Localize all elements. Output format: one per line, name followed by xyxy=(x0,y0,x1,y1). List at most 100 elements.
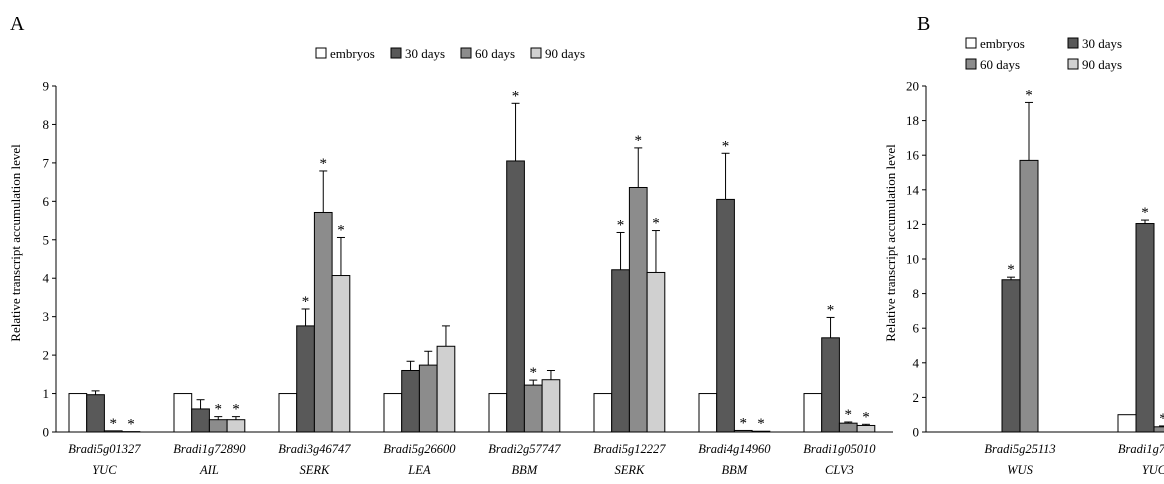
panel-a-legend-swatch-90-days xyxy=(530,47,542,59)
panel-a-significance-star: * xyxy=(232,402,240,418)
panel-a-category-gene-bradi5g26600: Bradi5g26600 xyxy=(383,442,456,456)
panel-b-category-name-bradi1g72500: YUC xyxy=(1142,463,1164,477)
panel-a-bar-bradi3g46747-30-days xyxy=(296,325,315,433)
panel-b-chart: 02468101214161820**Bradi5g25113WUS***Bra… xyxy=(906,36,1164,477)
panel-a-bar-bradi5g26600-60-days xyxy=(418,364,438,433)
panel-b-ytick-label: 4 xyxy=(913,355,920,370)
panel-b-legend-swatch-embryos xyxy=(965,37,977,49)
panel-a-bar-bradi2g57747-90-days xyxy=(541,379,561,433)
panel-a-bar-bradi2g57747-30-days xyxy=(506,160,525,433)
panel-a-legend-label-30-days: 30 days xyxy=(405,46,445,61)
panel-a-significance-star: * xyxy=(530,365,538,381)
panel-b-letter: B xyxy=(917,13,930,35)
panel-a-significance-star: * xyxy=(110,416,118,432)
panel-a-bar-bradi1g05010-60-days xyxy=(838,422,858,433)
panel-a-significance-star: * xyxy=(827,302,835,318)
panel-a-category-name-bradi5g01327: YUC xyxy=(92,463,117,477)
panel-a-significance-star: * xyxy=(617,217,625,233)
panel-a-legend-label-embryos: embryos xyxy=(330,46,375,61)
panel-a-ylabel: Relative transcript accumulation level xyxy=(8,144,23,342)
panel-b-significance-star: * xyxy=(1025,87,1033,103)
panel-a-bar-bradi3g46747-60-days xyxy=(313,211,333,433)
panel-b-bar-bradi1g72500-30-days xyxy=(1135,223,1155,433)
panel-a-bar-bradi5g01327-embryos xyxy=(68,393,88,433)
panel-b-legend-label-90-days: 90 days xyxy=(1082,57,1122,72)
panel-a-bar-bradi4g14960-30-days xyxy=(716,198,735,433)
panel-a-category-gene-bradi5g01327: Bradi5g01327 xyxy=(68,442,141,456)
panel-a-legend-label-60-days: 60 days xyxy=(475,46,515,61)
panel-a-significance-star: * xyxy=(320,156,328,172)
panel-a-category-name-bradi3g46747: SERK xyxy=(299,463,330,477)
panel-a-ytick-label: 5 xyxy=(43,232,50,247)
panel-a-category-name-bradi2g57747: BBM xyxy=(512,463,538,477)
panel-a-bar-bradi5g12227-30-days xyxy=(611,269,630,433)
panel-a-bar-bradi1g05010-embryos xyxy=(803,393,823,433)
panel-a-significance-star: * xyxy=(512,88,520,104)
panel-b-ytick-label: 10 xyxy=(906,252,919,267)
panel-b-category-gene-bradi1g72500: Bradi1g72500 xyxy=(1118,442,1164,456)
panel-a-significance-star: * xyxy=(862,409,870,425)
panel-a-bar-bradi5g26600-90-days xyxy=(436,345,456,433)
panel-b-significance-star: * xyxy=(1007,262,1015,278)
panel-b-ytick-label: 8 xyxy=(913,286,920,301)
panel-a-significance-star: * xyxy=(740,415,748,431)
panel-a-ytick-label: 9 xyxy=(43,79,50,94)
panel-a-significance-star: * xyxy=(757,416,765,432)
panel-a-legend-swatch-embryos xyxy=(315,47,327,59)
panel-b-ytick-label: 2 xyxy=(913,390,920,405)
panel-b-legend-label-60-days: 60 days xyxy=(980,57,1020,72)
panel-a-ytick-label: 1 xyxy=(43,386,50,401)
panel-b-ytick-label: 14 xyxy=(906,182,920,197)
panel-a-legend-label-90-days: 90 days xyxy=(545,46,585,61)
panel-a-category-name-bradi1g05010: CLV3 xyxy=(825,463,854,477)
panel-a-category-gene-bradi1g72890: Bradi1g72890 xyxy=(173,442,246,456)
panel-a-significance-star: * xyxy=(215,402,223,418)
panel-b-bar-bradi5g25113-30-days xyxy=(1001,279,1021,433)
panel-a-ytick-label: 6 xyxy=(43,194,50,209)
panel-b-ytick-label: 20 xyxy=(906,79,919,94)
panel-a-bar-bradi1g72890-30-days xyxy=(191,408,210,433)
panel-a-letter: A xyxy=(10,13,25,35)
panel-a-ytick-label: 7 xyxy=(43,155,50,170)
panel-a-significance-star: * xyxy=(652,216,660,232)
panel-a-bar-bradi1g72890-60-days xyxy=(208,419,228,433)
panel-b-ytick-label: 18 xyxy=(906,113,919,128)
panel-a-category-gene-bradi5g12227: Bradi5g12227 xyxy=(593,442,666,456)
panel-b-bar-bradi1g72500-embryos xyxy=(1117,414,1137,433)
panel-a-category-gene-bradi2g57747: Bradi2g57747 xyxy=(488,442,561,456)
panel-a-bar-bradi1g05010-30-days xyxy=(821,337,840,433)
panel-a-category-gene-bradi1g05010: Bradi1g05010 xyxy=(803,442,876,456)
panel-b-ytick-label: 16 xyxy=(906,148,920,163)
panel-a-significance-star: * xyxy=(635,133,643,149)
panel-b-ylabel: Relative transcript accumulation level xyxy=(883,144,898,342)
panel-b-ytick-label: 6 xyxy=(913,321,920,336)
panel-b-legend-swatch-30-days xyxy=(1067,37,1079,49)
panel-a-legend-swatch-60-days xyxy=(460,47,472,59)
panel-a-bar-bradi5g12227-90-days xyxy=(646,271,666,433)
panel-a-ytick-label: 2 xyxy=(43,348,50,363)
panel-a-bar-bradi5g01327-30-days xyxy=(86,394,105,433)
panel-b-legend-label-embryos: embryos xyxy=(980,36,1025,51)
panel-a-legend-swatch-30-days xyxy=(390,47,402,59)
panel-a-significance-star: * xyxy=(845,407,853,423)
panel-a-category-name-bradi1g72890: AIL xyxy=(199,463,219,477)
panel-a-bar-bradi3g46747-90-days xyxy=(331,275,351,433)
panel-a-ytick-label: 0 xyxy=(43,425,50,440)
panel-b-category-gene-bradi5g25113: Bradi5g25113 xyxy=(984,442,1055,456)
panel-b-significance-star: * xyxy=(1141,205,1149,221)
panel-b-category-name-bradi5g25113: WUS xyxy=(1007,463,1033,477)
panel-a-bar-bradi5g12227-embryos xyxy=(593,393,613,433)
panel-b-bar-bradi1g72500-60-days xyxy=(1153,426,1164,433)
panel-a-ytick-label: 3 xyxy=(43,309,50,324)
panel-a-bar-bradi1g72890-embryos xyxy=(173,393,193,433)
panel-a-significance-star: * xyxy=(127,417,135,433)
panel-a-category-name-bradi5g12227: SERK xyxy=(614,463,645,477)
panel-a-significance-star: * xyxy=(337,222,345,238)
panel-b-significance-star: * xyxy=(1159,411,1164,427)
panel-b-legend-swatch-90-days xyxy=(1067,58,1079,70)
panel-a-significance-star: * xyxy=(722,138,730,154)
panel-a-bar-bradi2g57747-60-days xyxy=(523,384,543,433)
panel-a-category-gene-bradi3g46747: Bradi3g46747 xyxy=(278,442,351,456)
panel-a-bar-bradi4g14960-embryos xyxy=(698,393,718,433)
